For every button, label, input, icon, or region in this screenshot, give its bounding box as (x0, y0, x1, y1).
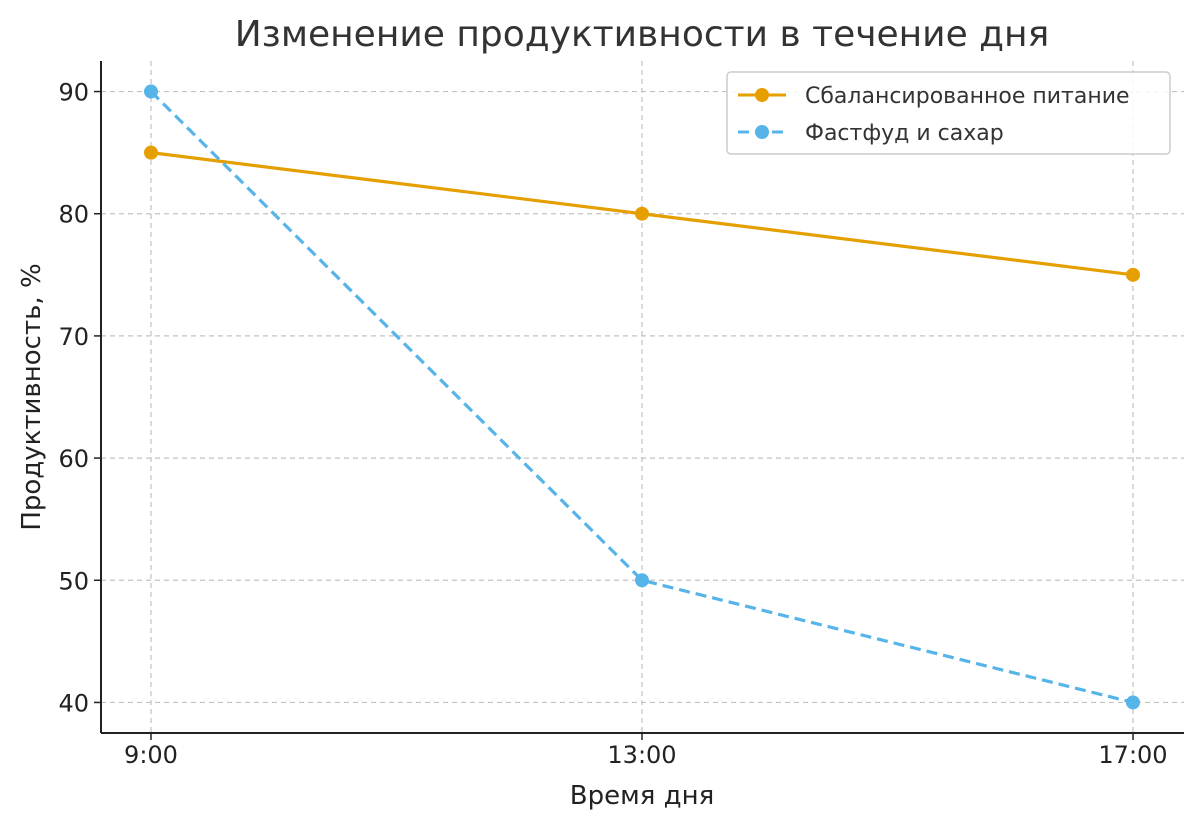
y-tick-label: 40 (58, 689, 89, 717)
x-tick-label: 9:00 (124, 741, 178, 769)
x-axis-label: Время дня (570, 781, 714, 811)
y-tick-label: 70 (58, 323, 89, 351)
data-point-0-1 (635, 206, 649, 221)
y-axis-label: Продуктивность, % (17, 263, 47, 530)
grid-lines (101, 61, 1184, 733)
legend-marker-1 (755, 125, 769, 139)
x-tick-label: 17:00 (1098, 741, 1167, 769)
legend-box (726, 71, 1171, 155)
series (144, 84, 1140, 710)
data-point-1-1 (635, 573, 649, 588)
y-tick-label: 90 (58, 79, 89, 107)
legend: Сбалансированное питание Фастфуд и сахар (726, 71, 1171, 155)
chart-title: Изменение продуктивности в течение дня (235, 14, 1050, 55)
data-point-0-0 (144, 145, 158, 160)
ticks: 40 50 60 70 80 90 9:00 13:00 17:00 (58, 79, 1167, 769)
legend-marker-0 (755, 88, 769, 102)
data-point-1-2 (1126, 695, 1140, 710)
legend-label-0: Сбалансированное питание (805, 84, 1130, 109)
y-tick-label: 60 (58, 445, 89, 473)
y-tick-label: 50 (58, 567, 89, 595)
data-point-1-0 (144, 84, 158, 99)
legend-label-1: Фастфуд и сахар (805, 121, 1004, 146)
series-line-1 (149, 90, 1134, 705)
data-point-0-2 (1126, 267, 1140, 282)
x-tick-label: 13:00 (607, 741, 676, 769)
y-tick-label: 80 (58, 201, 89, 229)
